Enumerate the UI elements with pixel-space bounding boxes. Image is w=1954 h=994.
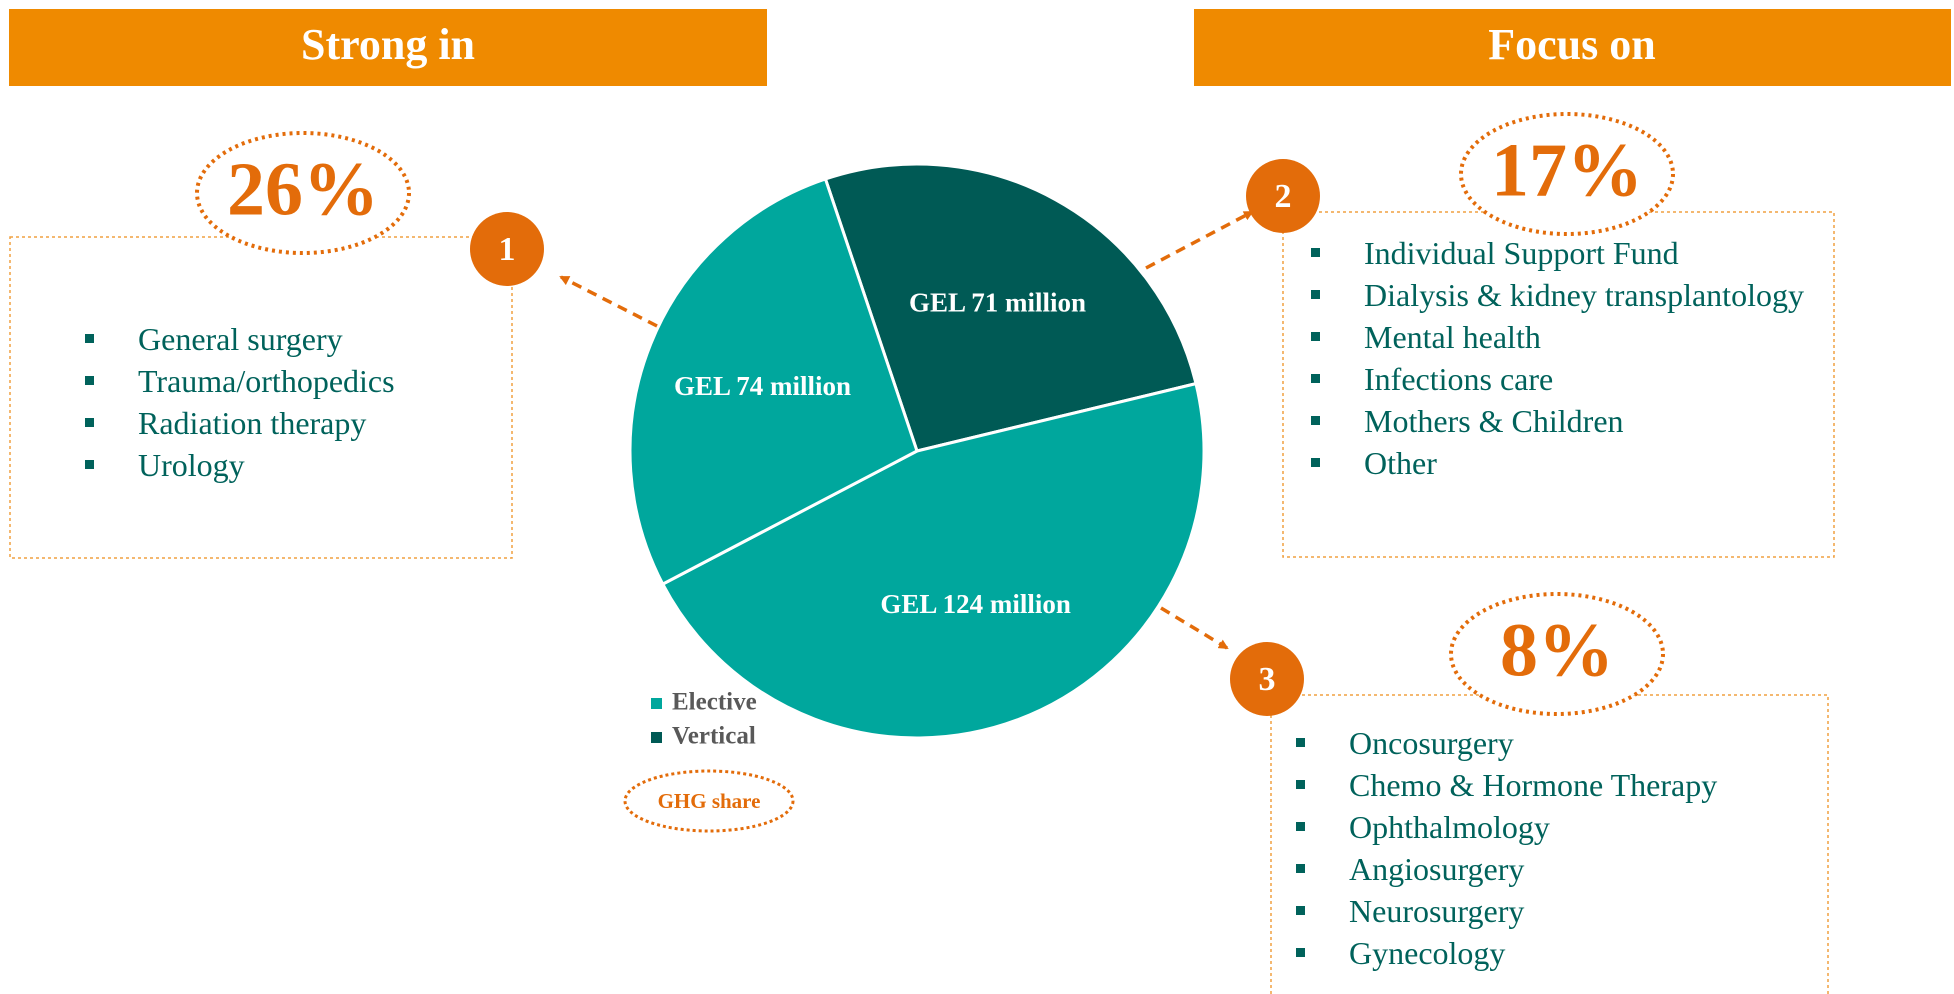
number-label: 2	[1275, 178, 1292, 215]
list-item: Infections care	[1311, 358, 1804, 400]
legend-swatch	[651, 732, 662, 743]
share-oval	[1449, 592, 1665, 716]
share-value: 17%	[1491, 128, 1643, 212]
annotation: GHG share	[658, 789, 761, 813]
list-item: Mental health	[1311, 316, 1804, 358]
number-badge	[470, 212, 544, 286]
pie-slice	[628, 177, 919, 587]
item-list: Individual Support Fund Dialysis & kidney…	[1311, 232, 1804, 484]
slice-label: GEL 124 million	[880, 589, 1071, 619]
header-bar	[1194, 9, 1951, 86]
share-value: 8%	[1500, 608, 1614, 692]
list-item: Other	[1311, 442, 1804, 484]
arrow	[1160, 606, 1229, 650]
header-bar	[9, 9, 767, 86]
list-item: General surgery	[85, 318, 395, 360]
share-value: 26%	[227, 147, 379, 231]
arrow	[559, 275, 658, 328]
item-list: General surgery Trauma/orthopedics Radiati…	[85, 318, 395, 486]
legend-label: Elective	[672, 689, 757, 716]
legend-label: Vertical	[672, 723, 756, 750]
list-item: Mothers & Children	[1311, 400, 1804, 442]
list-item: Gynecology	[1295, 932, 1717, 974]
legend-swatch	[651, 698, 662, 709]
slice-label: GEL 71 million	[909, 287, 1086, 317]
header-title: Strong in	[301, 20, 475, 69]
item-list: Oncosurgery Chemo & Hormone Therapy Ophtha…	[1295, 722, 1717, 974]
list-item: Urology	[85, 444, 395, 486]
pie: GEL 71 million GEL 124 million GEL 74 mill…	[628, 162, 1206, 740]
list-item: Angiosurgery	[1295, 848, 1717, 890]
number-label: 3	[1259, 661, 1276, 698]
list-item: Chemo & Hormone Therapy	[1295, 764, 1717, 806]
list-item: Individual Support Fund	[1311, 232, 1804, 274]
header-title: Focus on	[1488, 20, 1655, 69]
list-item: Oncosurgery	[1295, 722, 1717, 764]
number-label: 1	[499, 231, 516, 268]
share-oval	[195, 131, 411, 255]
list-item: Neurosurgery	[1295, 890, 1717, 932]
number-badge	[1246, 159, 1320, 233]
list-item: Dialysis & kidney transplantology	[1311, 274, 1804, 316]
panel-box	[9, 236, 513, 559]
list-item: Ophthalmology	[1295, 806, 1717, 848]
list-item: Radiation therapy	[85, 402, 395, 444]
pie-slice	[660, 381, 1206, 740]
number-badge	[1230, 642, 1304, 716]
pie-slice	[823, 162, 1198, 453]
arrow	[1145, 210, 1254, 270]
panel-box	[1282, 211, 1835, 558]
annotation-oval	[623, 769, 795, 833]
slice-label: GEL 74 million	[674, 371, 851, 401]
share-oval	[1459, 112, 1675, 236]
list-item: Trauma/orthopedics	[85, 360, 395, 402]
